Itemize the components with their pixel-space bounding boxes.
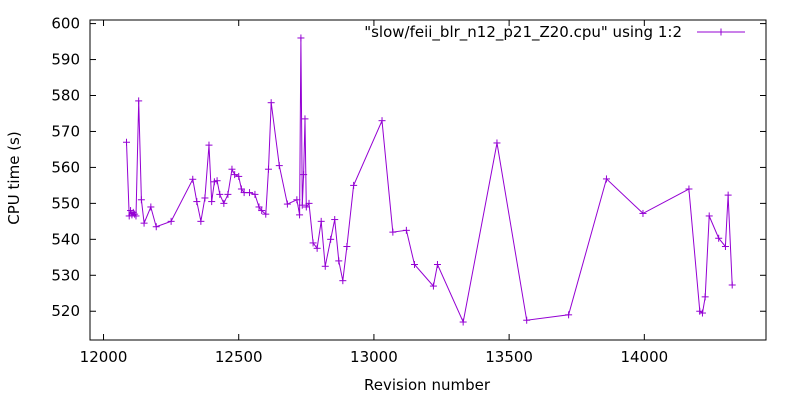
y-tick-label: 570 bbox=[51, 122, 80, 140]
data-point bbox=[685, 185, 693, 193]
data-point bbox=[131, 210, 139, 218]
ticks: 12000 12500 13000 13500 14000 520 530 540 550 560… bbox=[51, 15, 766, 366]
data-point bbox=[698, 309, 706, 317]
series-layer bbox=[123, 34, 736, 326]
data-point bbox=[378, 117, 386, 125]
data-point bbox=[389, 228, 397, 236]
data-point bbox=[305, 199, 313, 207]
data-point bbox=[728, 281, 736, 289]
data-point bbox=[220, 199, 228, 207]
x-tick-label: 12000 bbox=[80, 348, 128, 366]
data-point bbox=[429, 282, 437, 290]
data-point bbox=[152, 223, 160, 231]
data-point bbox=[301, 115, 309, 123]
x-tick-label: 13000 bbox=[350, 348, 398, 366]
data-point bbox=[350, 181, 358, 189]
axes bbox=[89, 19, 767, 341]
data-point bbox=[293, 196, 301, 204]
data-point bbox=[715, 234, 723, 242]
data-point bbox=[309, 239, 317, 247]
data-point bbox=[167, 217, 175, 225]
data-point bbox=[251, 190, 259, 198]
data-point bbox=[317, 217, 325, 225]
y-tick-label: 590 bbox=[51, 51, 80, 69]
data-point bbox=[523, 316, 531, 324]
data-point bbox=[264, 165, 272, 173]
y-tick-label: 520 bbox=[51, 302, 80, 320]
data-point bbox=[283, 200, 291, 208]
data-point bbox=[235, 172, 243, 180]
plot-frame bbox=[89, 19, 767, 341]
data-point bbox=[297, 34, 305, 42]
data-point bbox=[493, 139, 501, 147]
y-tick-label: 600 bbox=[51, 15, 80, 33]
data-point bbox=[267, 99, 275, 107]
data-point bbox=[123, 138, 131, 146]
y-tick-label: 540 bbox=[51, 230, 80, 248]
data-point bbox=[402, 226, 410, 234]
data-point bbox=[302, 203, 310, 211]
data-point bbox=[705, 212, 713, 220]
data-point bbox=[602, 175, 610, 183]
x-tick-label: 13500 bbox=[485, 348, 533, 366]
data-point bbox=[135, 97, 143, 105]
data-point bbox=[201, 194, 209, 202]
data-point bbox=[231, 171, 239, 179]
data-point bbox=[275, 162, 283, 170]
data-point bbox=[140, 219, 148, 227]
x-tick-label: 14000 bbox=[620, 348, 668, 366]
data-point bbox=[258, 207, 266, 215]
data-point bbox=[255, 203, 263, 211]
y-tick-label: 530 bbox=[51, 266, 80, 284]
data-point bbox=[129, 208, 137, 216]
legend-line-sample bbox=[697, 28, 745, 36]
data-point bbox=[205, 141, 213, 149]
y-tick-label: 580 bbox=[51, 87, 80, 105]
data-point bbox=[298, 201, 306, 209]
data-point bbox=[331, 216, 339, 224]
data-point bbox=[565, 311, 573, 319]
data-point bbox=[216, 190, 224, 198]
x-tick-label: 12500 bbox=[215, 348, 263, 366]
data-point bbox=[459, 318, 467, 326]
data-point bbox=[246, 189, 254, 197]
data-point bbox=[193, 198, 201, 206]
data-point bbox=[224, 190, 232, 198]
data-point bbox=[296, 211, 304, 219]
data-point bbox=[147, 203, 155, 211]
data-point bbox=[208, 198, 216, 206]
y-tick-label: 550 bbox=[51, 194, 80, 212]
data-point bbox=[189, 175, 197, 183]
data-point bbox=[721, 243, 729, 251]
data-point bbox=[327, 235, 335, 243]
data-point bbox=[300, 171, 308, 179]
data-point bbox=[137, 196, 145, 204]
data-point bbox=[343, 243, 351, 251]
data-point bbox=[262, 210, 270, 218]
data-point bbox=[132, 212, 140, 220]
data-point bbox=[701, 293, 709, 301]
data-point bbox=[313, 244, 321, 252]
data-point bbox=[724, 191, 732, 199]
x-axis-label: Revision number bbox=[364, 376, 491, 394]
data-point bbox=[237, 185, 245, 193]
data-point bbox=[213, 177, 221, 185]
legend: "slow/feii_blr_n12_p21_Z20.cpu" using 1:… bbox=[364, 23, 745, 42]
data-point bbox=[410, 260, 418, 268]
data-point bbox=[433, 260, 441, 268]
data-point bbox=[228, 165, 236, 173]
legend-label: "slow/feii_blr_n12_p21_Z20.cpu" using 1:… bbox=[364, 23, 682, 42]
data-point bbox=[639, 209, 647, 217]
y-axis-label: CPU time (s) bbox=[5, 131, 23, 224]
data-point bbox=[339, 277, 347, 285]
data-point bbox=[335, 257, 343, 265]
data-point bbox=[197, 217, 205, 225]
data-point bbox=[321, 262, 329, 270]
y-tick-label: 560 bbox=[51, 158, 80, 176]
